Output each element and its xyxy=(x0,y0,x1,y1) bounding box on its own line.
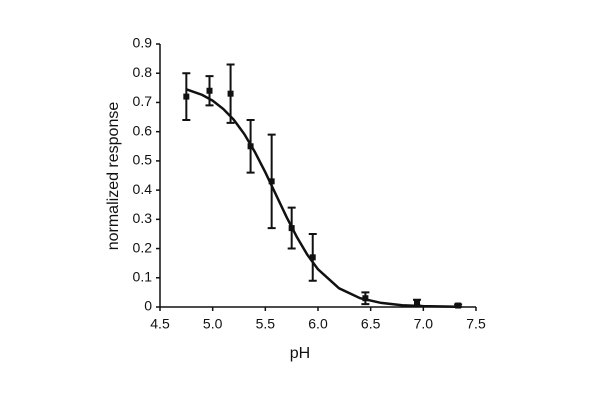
data-point xyxy=(206,87,213,94)
y-tick-label: 0.1 xyxy=(133,268,153,284)
data-point xyxy=(227,90,234,97)
x-tick-label: 6.0 xyxy=(308,316,328,332)
fit-curve xyxy=(185,88,459,308)
y-tick-label: 0 xyxy=(144,298,152,314)
x-axis-label: pH xyxy=(290,345,310,362)
data-point xyxy=(414,299,421,306)
x-tick-label: 4.5 xyxy=(150,316,170,332)
x-tick-label: 5.5 xyxy=(256,316,276,332)
y-tick-label: 0.9 xyxy=(133,35,153,51)
data-point xyxy=(183,93,190,100)
y-tick-label: 0.6 xyxy=(133,122,153,138)
y-axis-label: normalized response xyxy=(105,102,122,251)
x-tick-label: 7.5 xyxy=(466,316,486,332)
y-tick-label: 0.5 xyxy=(133,152,153,168)
y-tick-label: 0.4 xyxy=(133,181,153,197)
data-point xyxy=(309,254,316,261)
y-tick-label: 0.8 xyxy=(133,64,153,80)
data-point xyxy=(268,178,275,185)
y-tick-label: 0.2 xyxy=(133,239,153,255)
y-tick-label: 0.7 xyxy=(133,93,153,109)
x-tick-label: 7.0 xyxy=(414,316,434,332)
x-tick-label: 6.5 xyxy=(361,316,381,332)
y-tick-label: 0.3 xyxy=(133,210,153,226)
x-tick-label: 5.0 xyxy=(203,316,223,332)
